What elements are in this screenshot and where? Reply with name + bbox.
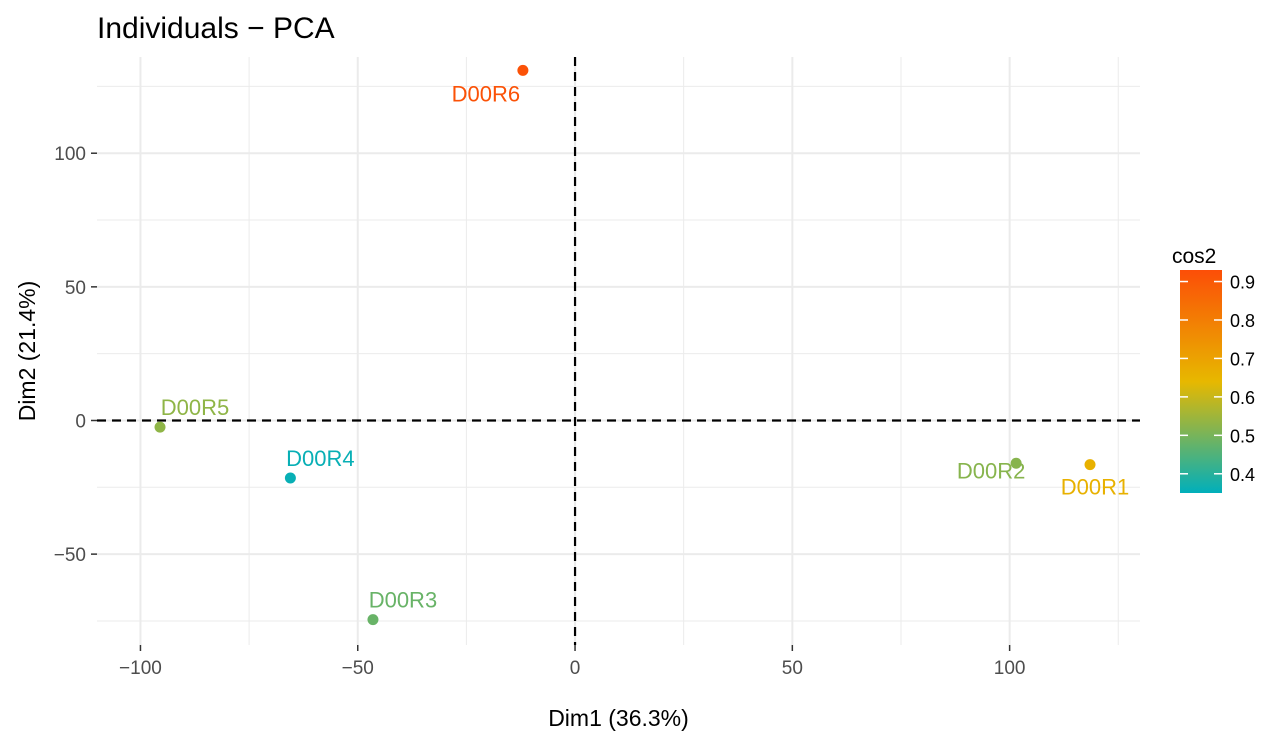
point-label-d00r2: D00R2 <box>957 458 1025 483</box>
cos2-legend: cos2 0.4 0.5 0.6 0.7 0.8 0.9 <box>1172 245 1255 493</box>
x-tick-label: −100 <box>119 658 162 679</box>
x-tick-label: 0 <box>570 658 581 679</box>
legend-tick-label: 0.5 <box>1230 426 1255 446</box>
y-tick-label: −50 <box>54 545 86 566</box>
legend-tick-label: 0.9 <box>1230 273 1255 293</box>
legend-title: cos2 <box>1172 245 1216 268</box>
point-d00r6 <box>517 64 529 76</box>
point-d00r1 <box>1084 459 1096 471</box>
point-label-d00r3: D00R3 <box>369 588 437 613</box>
y-tick-label: 0 <box>75 411 86 432</box>
x-axis-title: Dim1 (36.3%) <box>548 705 689 731</box>
y-tick-label: 50 <box>65 278 86 299</box>
legend-tick-label: 0.7 <box>1230 349 1255 369</box>
point-d00r3 <box>367 614 379 626</box>
y-tick-label: 100 <box>54 144 86 165</box>
reference-lines <box>97 57 1140 645</box>
axis-ticks: −100 −50 0 50 100 −50 0 50 100 <box>54 144 1026 679</box>
x-tick-label: 50 <box>782 658 803 679</box>
chart-title: Individuals − PCA <box>97 12 335 45</box>
legend-tick-label: 0.6 <box>1230 388 1255 408</box>
point-label-d00r4: D00R4 <box>286 446 354 471</box>
legend-tick-label: 0.8 <box>1230 311 1255 331</box>
point-d00r4 <box>284 472 296 484</box>
y-axis-title: Dim2 (21.4%) <box>14 281 40 422</box>
point-label-d00r6: D00R6 <box>452 81 520 106</box>
point-d00r2 <box>1010 457 1022 469</box>
data-points: D00R1 D00R2 D00R3 D00R4 D00R5 D00R6 <box>154 64 1129 626</box>
gridlines <box>97 57 1140 645</box>
legend-color-bar <box>1180 270 1222 493</box>
point-label-d00r1: D00R1 <box>1061 475 1129 500</box>
point-d00r5 <box>154 421 166 433</box>
point-label-d00r5: D00R5 <box>161 395 229 420</box>
legend-tick-label: 0.4 <box>1230 465 1255 485</box>
x-tick-label: −50 <box>342 658 374 679</box>
x-tick-label: 100 <box>994 658 1026 679</box>
